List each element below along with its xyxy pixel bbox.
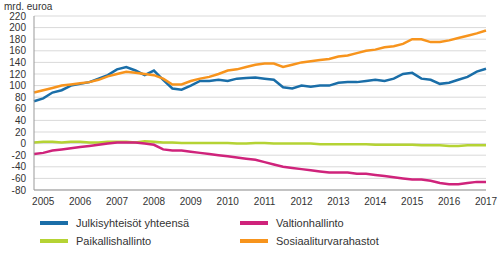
svg-text:220: 220 — [9, 11, 26, 22]
svg-text:2011: 2011 — [254, 196, 276, 207]
svg-text:2015: 2015 — [401, 196, 424, 207]
svg-text:140: 140 — [9, 57, 26, 68]
svg-text:0: 0 — [20, 138, 26, 149]
svg-text:200: 200 — [9, 22, 26, 33]
svg-text:2008: 2008 — [143, 196, 166, 207]
html-text:Sosiaaliturvarahastot: Sosiaaliturvarahastot — [276, 235, 379, 247]
svg-text:2005: 2005 — [32, 196, 55, 207]
svg-text:-60: -60 — [12, 173, 27, 184]
svg-text:2006: 2006 — [69, 196, 92, 207]
svg-text:2017: 2017 — [475, 196, 492, 207]
html-text:Paikallishallinto: Paikallishallinto — [76, 235, 152, 247]
svg-text:60: 60 — [15, 103, 27, 114]
svg-text:120: 120 — [9, 69, 26, 80]
svg-text:160: 160 — [9, 45, 26, 56]
svg-text:180: 180 — [9, 34, 26, 45]
svg-text:2016: 2016 — [438, 196, 461, 207]
svg-text:2014: 2014 — [364, 196, 387, 207]
svg-text:-80: -80 — [12, 185, 27, 196]
svg-text:-20: -20 — [12, 150, 27, 161]
svg-text:2009: 2009 — [180, 196, 203, 207]
svg-text:2010: 2010 — [217, 196, 240, 207]
svg-text:100: 100 — [9, 80, 26, 91]
html-text:Julkisyhteisöt yhteensä: Julkisyhteisöt yhteensä — [76, 217, 190, 229]
svg-text:20: 20 — [15, 127, 27, 138]
svg-text:2013: 2013 — [327, 196, 350, 207]
svg-text:2007: 2007 — [106, 196, 129, 207]
svg-text:-40: -40 — [12, 161, 27, 172]
svg-text:80: 80 — [15, 92, 27, 103]
html-text:mrd. euroa: mrd. euroa — [4, 1, 53, 12]
svg-text:40: 40 — [15, 115, 27, 126]
svg-text:2012: 2012 — [290, 196, 313, 207]
html-text:Valtionhallinto: Valtionhallinto — [276, 217, 344, 229]
